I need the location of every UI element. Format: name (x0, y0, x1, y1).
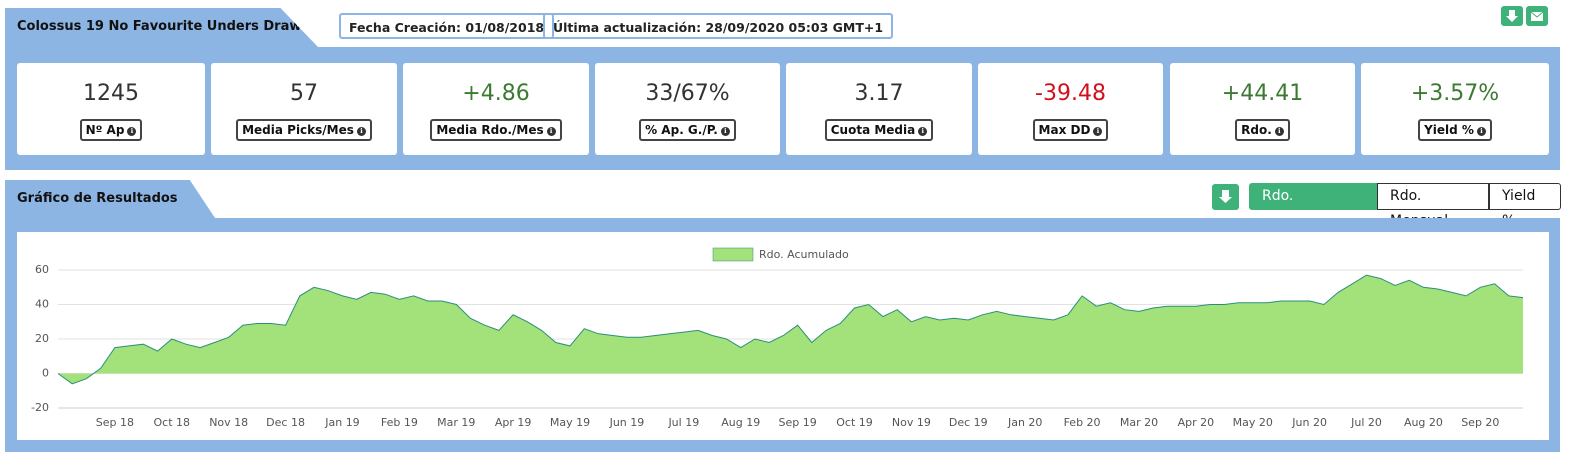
info-icon: ℹ (720, 127, 730, 136)
stat-label: Media Picks/Mes ℹ (236, 119, 372, 141)
stat-value: 57 (290, 81, 318, 106)
x-tick-label: Jun 20 (1291, 416, 1327, 429)
x-tick-label: Apr 20 (1178, 416, 1215, 429)
stat-value: +4.86 (462, 81, 530, 106)
x-tick-label: Jan 19 (324, 416, 359, 429)
stat-value: +44.41 (1221, 81, 1304, 106)
x-tick-label: Dec 18 (266, 416, 305, 429)
created-date: Fecha Creación: 01/08/2018 (339, 13, 555, 39)
stat-value: 33/67% (645, 81, 730, 106)
stat-label: Media Rdo./Mes ℹ (430, 119, 562, 141)
stat-label: Cuota Media ℹ (824, 119, 934, 141)
x-tick-label: May 19 (550, 416, 590, 429)
stat-card: +3.57% Yield % ℹ (1361, 63, 1549, 155)
x-tick-label: Sep 20 (1461, 416, 1499, 429)
stat-label-text: Media Picks/Mes (242, 123, 354, 137)
area (58, 275, 1523, 384)
page-title: Colossus 19 No Favourite Unders Draw (5, 8, 318, 47)
info-icon: ℹ (1476, 127, 1486, 136)
x-tick-label: Jul 20 (1350, 416, 1382, 429)
x-tick-label: Feb 20 (1064, 416, 1101, 429)
mail-button[interactable] (1526, 6, 1548, 26)
x-tick-label: Jan 20 (1007, 416, 1042, 429)
x-tick-label: May 20 (1233, 416, 1273, 429)
legend-label: Rdo. Acumulado (759, 248, 849, 261)
x-tick-label: Aug 19 (721, 416, 760, 429)
stat-card: 1245 Nº Ap ℹ (17, 63, 205, 155)
info-icon: ℹ (918, 127, 928, 136)
x-tick-label: Oct 18 (154, 416, 191, 429)
stat-label: Max DD ℹ (1032, 119, 1109, 141)
stat-value: +3.57% (1410, 81, 1500, 106)
x-tick-label: Feb 19 (381, 416, 418, 429)
stat-label-text: % Ap. G./P. (645, 123, 718, 137)
updated-date: Última actualización: 28/09/2020 05:03 G… (543, 13, 894, 39)
stat-card: +4.86 Media Rdo./Mes ℹ (403, 63, 589, 155)
y-tick-label: 0 (42, 367, 49, 380)
stat-label: Nº Ap ℹ (79, 119, 143, 141)
info-icon: ℹ (356, 127, 366, 136)
chart-tab[interactable]: Yield % (1489, 183, 1561, 229)
y-tick-label: 60 (35, 263, 49, 276)
legend-swatch (712, 247, 754, 262)
stat-card: -39.48 Max DD ℹ (978, 63, 1163, 155)
stat-label-text: Nº Ap (85, 123, 125, 137)
x-tick-label: Jul 19 (667, 416, 699, 429)
info-icon: ℹ (546, 127, 556, 136)
stat-card: 33/67% % Ap. G./P. ℹ (595, 63, 780, 155)
stat-label-text: Media Rdo./Mes (436, 123, 544, 137)
stat-card: 57 Media Picks/Mes ℹ (211, 63, 397, 155)
y-tick-label: 20 (35, 332, 49, 345)
info-icon: ℹ (1093, 127, 1103, 136)
info-icon: ℹ (1274, 127, 1284, 136)
line (57, 274, 1524, 385)
stat-card: +44.41 Rdo. ℹ (1170, 63, 1355, 155)
x-tick-label: Aug 20 (1404, 416, 1443, 429)
stat-label-text: Cuota Media (830, 123, 916, 137)
stat-label: % Ap. G./P. ℹ (639, 119, 736, 141)
stat-label: Rdo. ℹ (1235, 119, 1290, 141)
stat-label-text: Rdo. (1241, 123, 1272, 137)
chart-tab[interactable]: Rdo. Acumulado (1249, 183, 1377, 229)
stat-label-text: Yield % (1424, 123, 1474, 137)
x-tick-label: Sep 18 (96, 416, 134, 429)
info-icon: ℹ (127, 127, 137, 136)
download-button[interactable] (1501, 6, 1523, 26)
x-tick-label: Nov 18 (209, 416, 248, 429)
y-tick-label: -20 (31, 401, 49, 414)
chart-tab[interactable]: Rdo. Mensual (1377, 183, 1489, 229)
stat-card: 3.17 Cuota Media ℹ (786, 63, 972, 155)
chart: -20 0 20 40 60 Sep 18 Oct 18 Nov 18 Dec 18 Jan 19… (17, 232, 1549, 440)
x-tick-label: Dec 19 (949, 416, 988, 429)
y-tick-label: 40 (35, 298, 49, 311)
x-tick-label: Jun 19 (609, 416, 645, 429)
x-tick-label: Oct 19 (836, 416, 873, 429)
stat-label: Yield % ℹ (1418, 119, 1492, 141)
stat-label-text: Max DD (1038, 123, 1091, 137)
x-tick-label: Sep 19 (778, 416, 816, 429)
section-title: Gráfico de Resultados (5, 180, 215, 218)
x-tick-label: Mar 20 (1120, 416, 1158, 429)
x-tick-label: Nov 19 (892, 416, 931, 429)
x-tick-label: Apr 19 (495, 416, 532, 429)
stat-value: -39.48 (1035, 81, 1106, 106)
stat-value: 1245 (83, 81, 139, 106)
x-tick-label: Mar 19 (437, 416, 475, 429)
chart-download[interactable] (1212, 184, 1239, 210)
stat-value: 3.17 (854, 81, 904, 106)
